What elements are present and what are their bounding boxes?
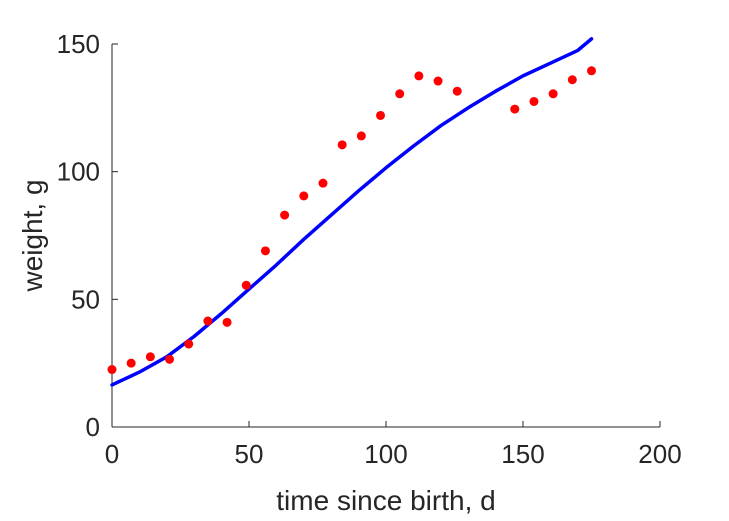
data-point: [299, 191, 309, 201]
data-point: [280, 210, 290, 220]
data-point: [318, 178, 328, 188]
data-point: [165, 354, 175, 364]
data-point: [222, 317, 232, 327]
data-point: [395, 89, 405, 99]
x-axis-label: time since birth, d: [276, 485, 495, 516]
y-tick-label: 50: [71, 284, 100, 314]
data-point: [203, 316, 213, 326]
data-point: [376, 110, 386, 120]
data-point: [548, 89, 558, 99]
data-point: [433, 76, 443, 86]
x-tick-label: 50: [235, 439, 264, 469]
fit-curve-line: [110, 37, 594, 387]
data-point: [337, 140, 347, 150]
y-tick-label: 100: [57, 157, 100, 187]
x-tick-label: 0: [105, 439, 119, 469]
data-point: [145, 352, 155, 362]
data-point: [356, 131, 366, 141]
data-point: [107, 365, 117, 375]
data-point: [567, 75, 577, 85]
x-tick-label: 100: [364, 439, 407, 469]
axes: 0 50 100 150 200 0 50 100 150: [57, 29, 682, 469]
data-point: [184, 339, 194, 349]
data-point: [414, 71, 424, 81]
data-point: [452, 86, 462, 96]
data-point: [587, 66, 596, 76]
y-tick-label: 150: [57, 29, 100, 59]
y-tick-label: 0: [86, 412, 100, 442]
data-point: [241, 280, 251, 290]
data-point: [126, 358, 136, 368]
x-tick-label: 200: [638, 439, 681, 469]
data-point: [260, 246, 270, 256]
x-tick-label: 150: [501, 439, 544, 469]
data-point: [529, 96, 539, 106]
data-point: [510, 104, 520, 114]
y-axis-label: weight, g: [17, 179, 48, 292]
plot-marks: [107, 37, 596, 387]
